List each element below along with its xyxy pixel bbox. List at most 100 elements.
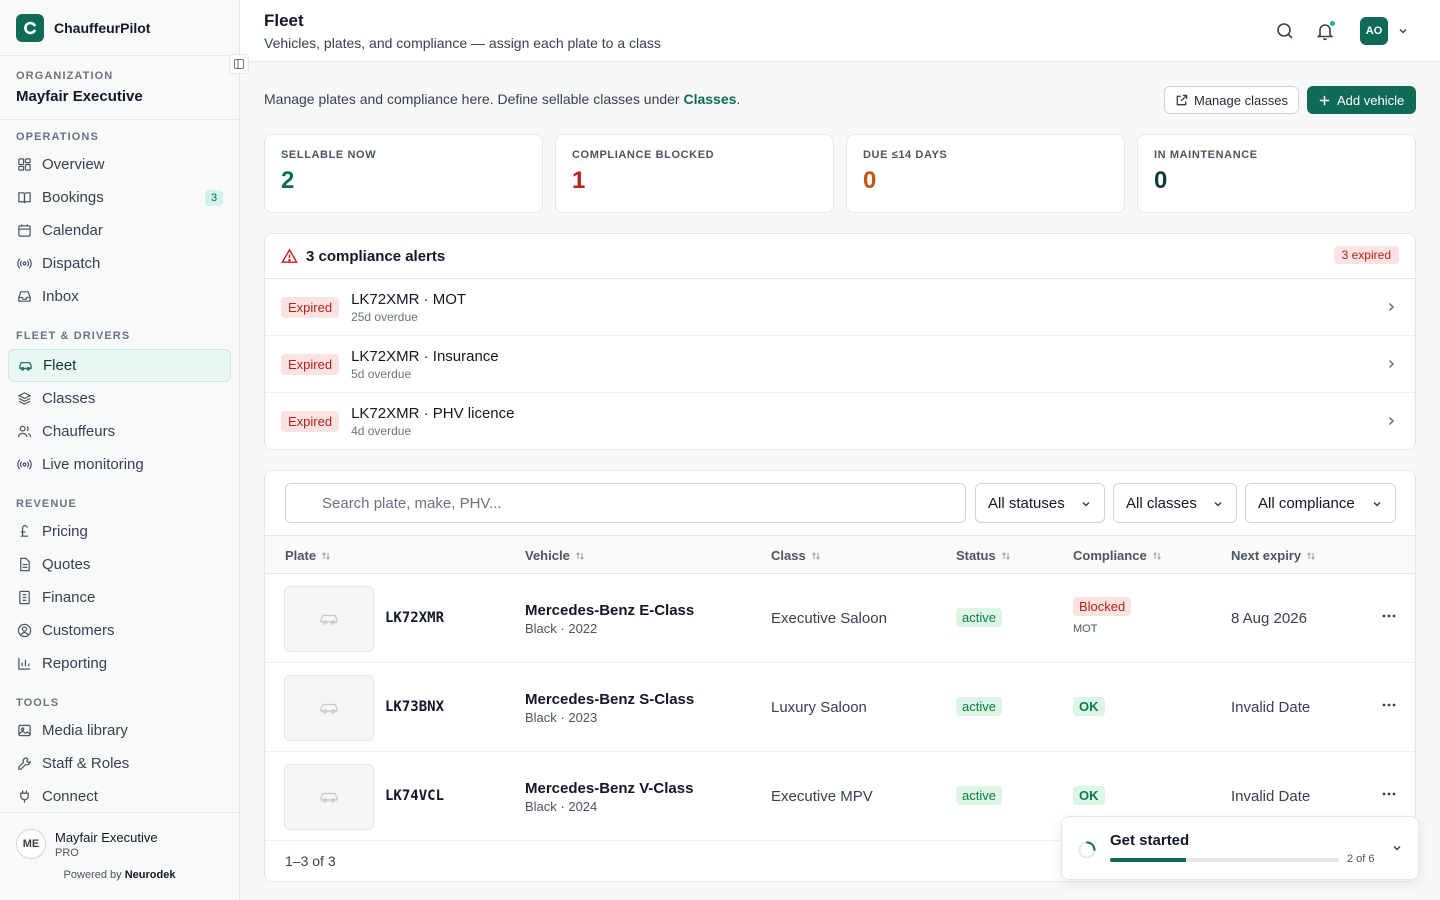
intro-text-body: Manage plates and compliance here. Defin… [264, 91, 680, 107]
sidebar-item-inbox[interactable]: Inbox [8, 280, 231, 313]
get-started-progress-fill [1110, 858, 1187, 862]
status-filter-select[interactable]: All statuses [975, 483, 1105, 523]
search-input[interactable] [285, 483, 966, 523]
pagination-summary: 1–3 of 3 [285, 853, 336, 869]
account-name: Mayfair Executive [55, 829, 158, 845]
pound-icon [16, 524, 32, 540]
powered-by-brand: Neurodek [124, 869, 176, 881]
column-label: Vehicle [525, 548, 570, 563]
compliance-badge: Blocked [1073, 597, 1132, 616]
compliance-filter-select[interactable]: All compliance [1245, 483, 1396, 523]
more-actions-icon[interactable] [1381, 786, 1397, 802]
sort-icon [575, 551, 585, 561]
alert-title: LK72XMR · Insurance [351, 347, 499, 365]
section-label: TOOLS [16, 697, 60, 709]
column-label: Status [956, 548, 996, 563]
external-link-icon [1175, 94, 1188, 107]
sidebar-item-label: Live monitoring [42, 456, 144, 473]
column-header-vehicle[interactable]: Vehicle [525, 548, 585, 563]
column-header-plate[interactable]: Plate [285, 548, 331, 563]
sidebar-item-label: Pricing [42, 523, 88, 540]
user-avatar[interactable]: AO [1360, 17, 1388, 45]
sidebar-item-connect[interactable]: Connect [8, 780, 231, 813]
sidebar-item-pricing[interactable]: Pricing [8, 515, 231, 548]
chevron-down-icon [1212, 498, 1224, 510]
powered-by-prefix: Powered by [63, 869, 122, 881]
app-name: ChauffeurPilot [54, 19, 151, 36]
brand[interactable]: ChauffeurPilot [0, 0, 239, 56]
vehicle-name: Mercedes-Benz S-Class [525, 691, 695, 708]
layers-icon [16, 391, 32, 407]
alert-row[interactable]: Expired LK72XMR · Insurance 5d overdue [265, 336, 1415, 393]
more-actions-icon[interactable] [1381, 697, 1397, 713]
status-filter-value: All statuses [988, 494, 1065, 512]
alert-row[interactable]: Expired LK72XMR · MOT 25d overdue [265, 279, 1415, 336]
chevron-down-icon[interactable] [1391, 842, 1403, 854]
get-started-widget[interactable]: Get started 2 of 6 [1061, 816, 1419, 880]
inbox-icon [16, 289, 32, 305]
sidebar-item-fleet[interactable]: Fleet [8, 349, 231, 382]
section-label: REVENUE [16, 498, 77, 510]
table-row[interactable]: LK74VCL Mercedes-Benz V-Class Black · 20… [265, 752, 1415, 841]
column-header-class[interactable]: Class [771, 548, 821, 563]
sidebar-item-quotes[interactable]: Quotes [8, 548, 231, 581]
compliance-badge: OK [1073, 786, 1105, 805]
wrench-icon [16, 756, 32, 772]
sidebar-item-reporting[interactable]: Reporting [8, 647, 231, 680]
radio-icon [16, 256, 32, 272]
nav-section-revenue: REVENUE Pricing Quotes Finance Customers… [0, 496, 239, 680]
expired-badge: Expired [281, 296, 340, 318]
expired-count-badge: 3 expired [1333, 246, 1399, 264]
vehicle-class: Executive Saloon [771, 610, 887, 627]
more-actions-icon[interactable] [1381, 608, 1397, 624]
sidebar-item-label: Overview [42, 156, 105, 173]
bell-icon[interactable] [1315, 20, 1336, 41]
class-filter-select[interactable]: All classes [1113, 483, 1237, 523]
intro-text: Manage plates and compliance here. Defin… [264, 91, 740, 107]
nav-section-fleet: FLEET & DRIVERS Fleet Classes Chauffeurs… [0, 328, 239, 481]
column-header-status[interactable]: Status [956, 548, 1011, 563]
search-icon[interactable] [1275, 21, 1295, 41]
chevron-down-icon [1080, 498, 1092, 510]
column-header-compliance[interactable]: Compliance [1073, 548, 1162, 563]
alert-title: LK72XMR · PHV licence [351, 405, 515, 422]
table-row[interactable]: LK73BNX Mercedes-Benz S-Class Black · 20… [265, 663, 1415, 752]
sidebar-item-finance[interactable]: Finance [8, 581, 231, 614]
organization-switcher[interactable]: ORGANIZATION Mayfair Executive [0, 56, 239, 120]
sidebar-footer: ME Mayfair Executive PRO Powered by Neur… [0, 812, 239, 900]
sort-icon [1001, 551, 1011, 561]
sidebar-item-overview[interactable]: Overview [8, 148, 231, 181]
alerts-header[interactable]: 3 compliance alerts 3 expired [265, 234, 1415, 279]
vehicle-thumbnail [284, 586, 374, 652]
chevron-right-icon [1385, 301, 1397, 313]
table-row[interactable]: LK72XMR Mercedes-Benz E-Class Black · 20… [265, 574, 1415, 663]
stat-label: SELLABLE NOW [281, 149, 377, 161]
sidebar-item-bookings[interactable]: Bookings 3 [8, 181, 231, 214]
chevron-down-icon[interactable] [1397, 25, 1409, 37]
car-icon [17, 358, 33, 374]
column-header-next-expiry[interactable]: Next expiry [1231, 548, 1316, 563]
collapse-sidebar-icon[interactable] [229, 54, 249, 74]
sidebar-item-chauffeurs[interactable]: Chauffeurs [8, 415, 231, 448]
compliance-reason: MOT [1073, 623, 1098, 635]
sidebar-item-calendar[interactable]: Calendar [8, 214, 231, 247]
alert-subtitle: 4d overdue [351, 424, 412, 438]
sidebar-item-media-library[interactable]: Media library [8, 714, 231, 747]
add-vehicle-button[interactable]: Add vehicle [1307, 86, 1416, 114]
alert-row[interactable]: Expired LK72XMR · PHV licence 4d overdue [265, 393, 1415, 449]
plus-icon [1318, 94, 1331, 107]
sidebar-item-classes[interactable]: Classes [8, 382, 231, 415]
sidebar-item-dispatch[interactable]: Dispatch [8, 247, 231, 280]
count-badge: 3 [205, 190, 223, 206]
manage-classes-button[interactable]: Manage classes [1164, 86, 1299, 114]
classes-link[interactable]: Classes [683, 91, 737, 107]
account-switcher[interactable]: ME Mayfair Executive PRO [0, 813, 239, 859]
sidebar-item-live-monitoring[interactable]: Live monitoring [8, 448, 231, 481]
stat-card-maintenance: IN MAINTENANCE 0 [1137, 134, 1416, 213]
sidebar-item-staff-roles[interactable]: Staff & Roles [8, 747, 231, 780]
organization-label: ORGANIZATION [16, 70, 114, 82]
intro-text-end: . [736, 91, 741, 107]
sidebar-item-customers[interactable]: Customers [8, 614, 231, 647]
car-placeholder-icon [319, 612, 339, 626]
sidebar-item-label: Staff & Roles [42, 755, 130, 772]
